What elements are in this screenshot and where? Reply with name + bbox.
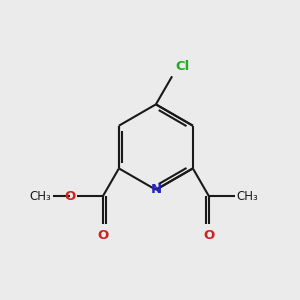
Text: O: O (97, 229, 108, 242)
Text: O: O (203, 229, 215, 242)
Text: CH₃: CH₃ (29, 190, 51, 203)
Text: Cl: Cl (175, 60, 189, 73)
Text: O: O (64, 190, 75, 203)
Text: N: N (150, 183, 161, 196)
Text: CH₃: CH₃ (236, 190, 258, 203)
